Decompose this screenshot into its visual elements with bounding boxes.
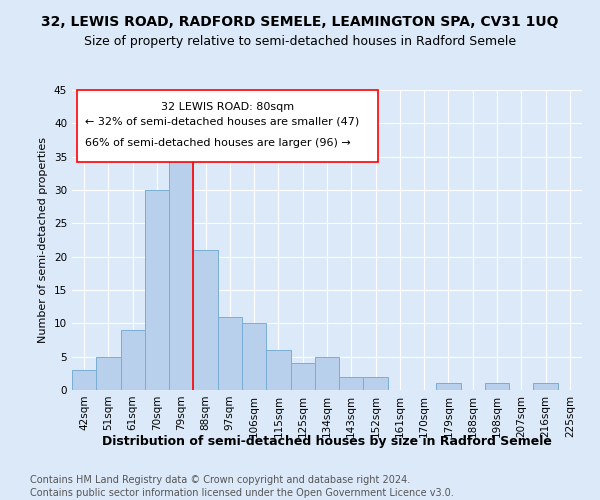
Bar [266,350,290,390]
Bar [169,156,193,390]
Text: 32 LEWIS ROAD: 80sqm: 32 LEWIS ROAD: 80sqm [161,102,294,112]
Bar [218,316,242,390]
Bar [96,356,121,390]
Bar [339,376,364,390]
Bar [193,250,218,390]
Text: ← 32% of semi-detached houses are smaller (47): ← 32% of semi-detached houses are smalle… [85,117,359,127]
Bar [436,384,461,390]
Text: 66% of semi-detached houses are larger (96) →: 66% of semi-detached houses are larger (… [85,138,350,148]
Text: Contains public sector information licensed under the Open Government Licence v3: Contains public sector information licen… [30,488,454,498]
Bar [290,364,315,390]
Text: 32, LEWIS ROAD, RADFORD SEMELE, LEAMINGTON SPA, CV31 1UQ: 32, LEWIS ROAD, RADFORD SEMELE, LEAMINGT… [41,15,559,29]
Bar [145,190,169,390]
FancyBboxPatch shape [77,90,378,162]
Bar [485,384,509,390]
Bar [72,370,96,390]
Bar [364,376,388,390]
Bar [533,384,558,390]
Bar [121,330,145,390]
Text: Distribution of semi-detached houses by size in Radford Semele: Distribution of semi-detached houses by … [102,435,552,448]
Y-axis label: Number of semi-detached properties: Number of semi-detached properties [38,137,49,343]
Text: Contains HM Land Registry data © Crown copyright and database right 2024.: Contains HM Land Registry data © Crown c… [30,475,410,485]
Text: Size of property relative to semi-detached houses in Radford Semele: Size of property relative to semi-detach… [84,35,516,48]
Bar [242,324,266,390]
Bar [315,356,339,390]
